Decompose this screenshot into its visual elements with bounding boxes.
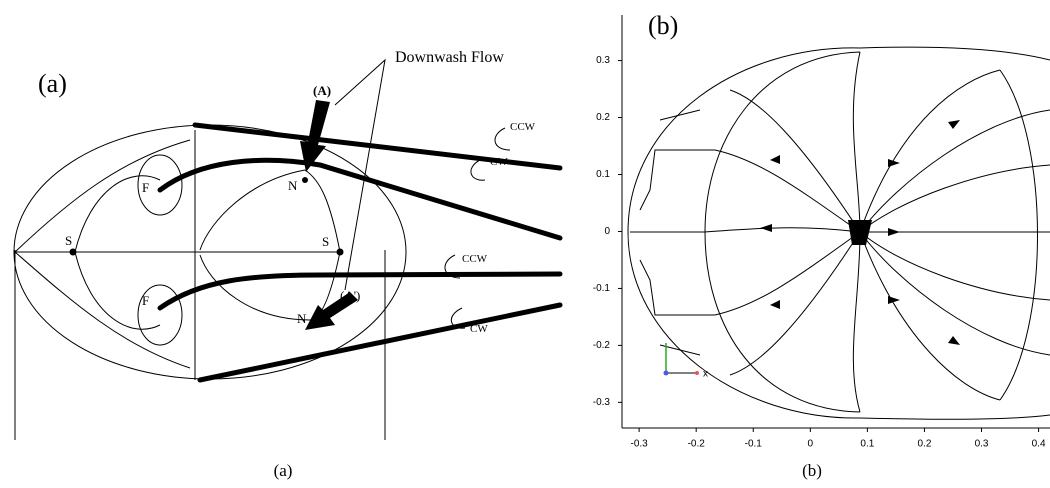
rotation-label: CCW (462, 253, 488, 265)
streamline (704, 89, 1050, 376)
leader-line (334, 58, 386, 291)
annotation: Downwash Flow (395, 49, 504, 66)
focus-spiral (137, 154, 183, 216)
rotation-label: CW (470, 323, 488, 335)
axis-triad-label: x (703, 369, 708, 380)
rotation-label: CCW (510, 121, 536, 133)
critical-point (848, 220, 872, 245)
x-tick-label: 0.3 (975, 439, 989, 450)
x-tick-label: -0.2 (688, 439, 706, 450)
annotation: (A') (340, 288, 360, 303)
node-point (312, 317, 318, 323)
thick-line (192, 122, 563, 171)
panel-a: (a) Downwash Flow (A) (A') CCW CW CCW CW… (13, 49, 563, 440)
y-tick-label: 0.3 (596, 55, 610, 66)
focus-spiral (137, 284, 183, 346)
thick-line (157, 271, 563, 311)
y-tick-label: 0.1 (596, 169, 610, 180)
y-tick-label: -0.2 (593, 340, 611, 351)
node-point (302, 177, 308, 183)
annotation: (A) (313, 83, 331, 98)
axis-triad (695, 371, 699, 375)
saddle-point (69, 248, 77, 256)
rotation-arrow (444, 127, 511, 329)
y-tick-label: 0 (604, 226, 610, 237)
point-label: S (65, 233, 72, 248)
rotation-label: CW (490, 156, 508, 168)
downwash-arrow (300, 100, 330, 172)
y-tick-label: -0.1 (593, 283, 611, 294)
streamline (630, 109, 715, 356)
point-label: N (288, 178, 298, 193)
thick-line (157, 157, 563, 241)
downwash-arrow (305, 292, 358, 330)
x-tick-label: 0.4 (1032, 439, 1046, 450)
x-tick-label: -0.1 (745, 439, 763, 450)
x-tick-label: 0.1 (860, 439, 874, 450)
x-tick-label: 0.2 (918, 439, 932, 450)
y-tick-label: -0.3 (593, 397, 611, 408)
outer-contour (627, 46, 1050, 420)
point-label: F (142, 293, 149, 308)
caption: (a) (274, 461, 293, 480)
axis-triad (663, 370, 669, 376)
panel-label: (b) (648, 11, 678, 40)
streamline (14, 139, 341, 369)
point-label: F (142, 180, 149, 195)
x-tick-label: -0.3 (631, 439, 649, 450)
panel-b: x (b) -0.3 -0.2 -0.1 0 0.1 0.2 0.3 0.4 0.3 0.2 0.1… (593, 11, 1050, 450)
saddle-point (336, 248, 344, 256)
panel-label: (a) (38, 69, 67, 98)
x-tick-label: 0 (808, 439, 814, 450)
point-label: N (297, 311, 307, 326)
point-label: S (322, 234, 329, 249)
thick-line (197, 302, 563, 383)
y-tick-label: 0.2 (596, 112, 610, 123)
caption: (b) (802, 461, 822, 480)
